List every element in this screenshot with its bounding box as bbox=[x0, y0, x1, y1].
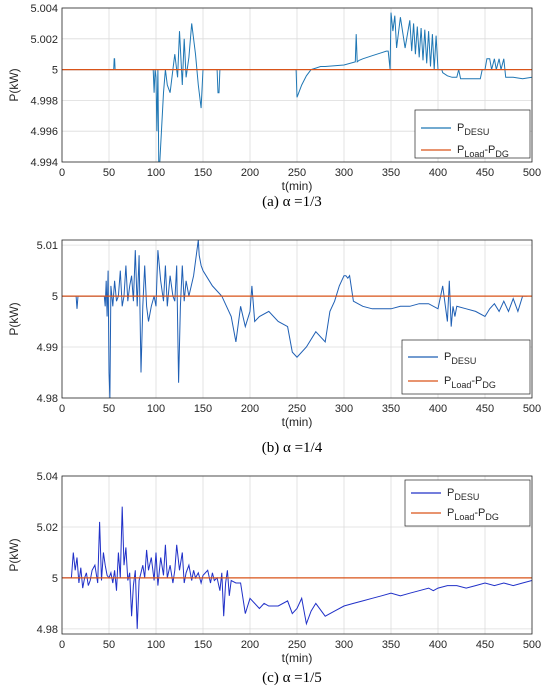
legend-entry: PLoad-PDG bbox=[444, 375, 496, 390]
legend-box bbox=[404, 479, 531, 527]
x-tick-label: 300 bbox=[335, 639, 353, 651]
x-tick-label: 400 bbox=[429, 403, 447, 415]
y-tick-label: 4.996 bbox=[30, 126, 58, 138]
legend-entry: PDESU bbox=[444, 351, 476, 366]
legend-entry: PDESU bbox=[457, 122, 489, 137]
chart-caption: (c) α =1/5 bbox=[262, 670, 322, 686]
y-tick-label: 5.02 bbox=[37, 522, 58, 534]
x-tick-label: 500 bbox=[523, 167, 541, 179]
x-tick-label: 200 bbox=[241, 167, 259, 179]
chart-caption: (b) α =1/4 bbox=[262, 440, 323, 456]
chart-panel-3: 0 50 100 150 200 250 300 350 400 450 500 4.98 5 5.02 5… bbox=[7, 471, 541, 686]
y-tick-label: 4.98 bbox=[37, 393, 58, 405]
x-tick-label: 500 bbox=[523, 639, 541, 651]
y-tick-label: 4.994 bbox=[30, 157, 58, 169]
y-tick-label: 4.998 bbox=[30, 95, 58, 107]
series-line-desu bbox=[62, 506, 532, 629]
x-tick-label: 300 bbox=[335, 403, 353, 415]
x-axis-label: t(min) bbox=[282, 415, 313, 429]
x-tick-label: 200 bbox=[241, 403, 259, 415]
legend-entry: PLoad-PDG bbox=[447, 507, 499, 522]
y-tick-label: 5.04 bbox=[37, 471, 58, 483]
legend-box bbox=[401, 339, 531, 395]
x-tick-label: 100 bbox=[147, 403, 165, 415]
y-axis-label: P(kW) bbox=[7, 538, 21, 571]
y-axis-label: P(kW) bbox=[7, 302, 21, 335]
y-tick-label: 5.004 bbox=[30, 3, 58, 15]
chart-panel-2: 0 50 100 150 200 250 300 350 400 450 500 4.98 4.99 5 5… bbox=[7, 239, 541, 456]
x-tick-label: 100 bbox=[147, 639, 165, 651]
x-tick-label: 450 bbox=[476, 639, 494, 651]
x-tick-label: 300 bbox=[335, 167, 353, 179]
chart-caption: (a) α =1/3 bbox=[262, 194, 322, 210]
x-tick-label: 50 bbox=[103, 639, 115, 651]
x-tick-label: 250 bbox=[288, 639, 306, 651]
y-axis-label: P(kW) bbox=[7, 68, 21, 101]
x-tick-label: 250 bbox=[288, 403, 306, 415]
x-tick-label: 150 bbox=[194, 403, 212, 415]
axes-frame bbox=[61, 475, 533, 635]
legend: PDESU PLoad-PDG bbox=[414, 109, 531, 159]
y-tick-label: 4.98 bbox=[37, 624, 58, 636]
x-tick-label: 450 bbox=[476, 403, 494, 415]
x-tick-label: 400 bbox=[429, 167, 447, 179]
axes-frame bbox=[61, 239, 533, 399]
legend: PDESU PLoad-PDG bbox=[404, 479, 531, 527]
x-tick-label: 100 bbox=[147, 167, 165, 179]
y-tick-label: 5 bbox=[52, 573, 58, 585]
x-tick-label: 50 bbox=[103, 167, 115, 179]
x-tick-label: 350 bbox=[382, 639, 400, 651]
series-line-desu bbox=[62, 240, 528, 398]
chart-panel-1: 0 50 100 150 200 250 300 350 400 450 500 4.994 4.996… bbox=[7, 3, 541, 210]
legend-entry: PLoad-PDG bbox=[457, 144, 509, 159]
x-tick-label: 500 bbox=[523, 403, 541, 415]
y-tick-label: 5 bbox=[52, 65, 58, 77]
series-line-desu bbox=[62, 12, 532, 162]
x-tick-label: 150 bbox=[194, 167, 212, 179]
x-tick-label: 350 bbox=[382, 403, 400, 415]
axes-frame bbox=[61, 7, 533, 163]
x-axis-label: t(min) bbox=[282, 179, 313, 193]
y-tick-label: 5 bbox=[52, 291, 58, 303]
x-tick-label: 400 bbox=[429, 639, 447, 651]
x-axis-label: t(min) bbox=[282, 651, 313, 665]
y-tick-label: 5.01 bbox=[37, 240, 58, 252]
x-tick-label: 50 bbox=[103, 403, 115, 415]
x-tick-label: 450 bbox=[476, 167, 494, 179]
x-tick-label: 350 bbox=[382, 167, 400, 179]
x-tick-label: 0 bbox=[59, 167, 65, 179]
x-tick-label: 250 bbox=[288, 167, 306, 179]
legend: PDESU PLoad-PDG bbox=[401, 339, 531, 395]
x-tick-label: 150 bbox=[194, 639, 212, 651]
x-tick-label: 200 bbox=[241, 639, 259, 651]
legend-entry: PDESU bbox=[447, 487, 479, 502]
x-tick-label: 0 bbox=[59, 403, 65, 415]
y-tick-label: 4.99 bbox=[37, 342, 58, 354]
x-tick-label: 0 bbox=[59, 639, 65, 651]
y-tick-label: 5.002 bbox=[30, 34, 58, 46]
